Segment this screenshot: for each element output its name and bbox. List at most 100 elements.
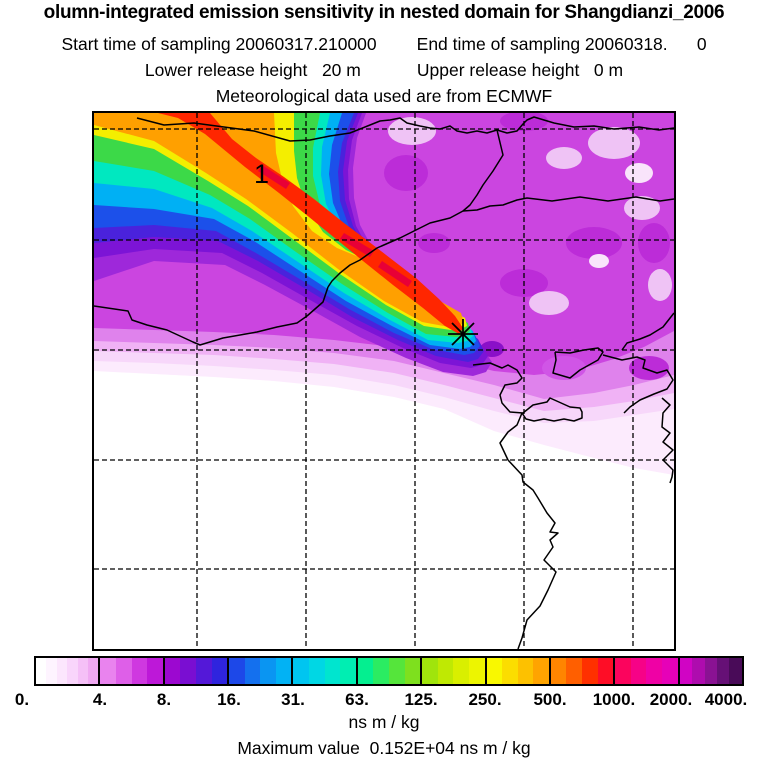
colorbar-shade (582, 658, 598, 684)
colorbar-shade (309, 658, 325, 684)
colorbar-segment (162, 658, 228, 684)
colorbar-shade (453, 658, 469, 684)
colorbar-tick-label: 500. (533, 690, 567, 709)
plume-contour-band (94, 113, 464, 327)
country-border-line (462, 196, 674, 212)
colorbar-shade (87, 658, 99, 684)
sensitivity-patch (629, 356, 669, 380)
sensitivity-patch (589, 254, 609, 268)
colorbar-shade (100, 658, 116, 684)
colorbar-shade (422, 658, 438, 684)
country-border-line (94, 286, 329, 346)
colorbar-tick-label: 31. (281, 690, 305, 709)
sensitivity-patch (566, 227, 622, 259)
colorbar-shade (704, 658, 717, 684)
country-border-line (621, 312, 674, 351)
colorbar-shade (164, 658, 181, 684)
colorbar-shade (211, 658, 228, 684)
colorbar-shade (533, 658, 549, 684)
colorbar-shade (56, 658, 68, 684)
colorbar-shade (597, 658, 614, 684)
maximum-value-text: Maximum value 0.152E+04 ns m / kg (237, 738, 531, 758)
colorbar-shade (36, 658, 47, 684)
start-time-text: Start time of sampling 20060317.210000 (61, 34, 377, 54)
release-number-label: 1 (254, 159, 269, 189)
colorbar-shade (437, 658, 454, 684)
colorbar-shade (729, 658, 742, 684)
colorbar-units-label: ns m / kg (348, 712, 420, 732)
country-border-line (602, 354, 674, 414)
lower-release-height-text: Lower release height 20 m (144, 60, 361, 80)
colorbar-tick-label: 8. (156, 690, 172, 709)
colorbar-shade (486, 658, 503, 684)
colorbar-segment (355, 658, 421, 684)
colorbar-tick-label: 2000. (649, 690, 693, 709)
colorbar-shade (180, 658, 196, 684)
colorbar-tick-label: 4000. (704, 690, 748, 709)
colorbar-segment (677, 658, 742, 684)
country-border-line (661, 397, 674, 484)
colorbar-shade (517, 658, 534, 684)
colorbar-segment (291, 658, 356, 684)
colorbar-shade (229, 658, 245, 684)
map-panel: 1 (92, 111, 676, 651)
sensitivity-patch (625, 163, 653, 183)
colorbar-shade (615, 658, 631, 684)
colorbar-tick-label: 63. (345, 690, 369, 709)
sensitivity-patch (388, 117, 436, 145)
colorbar-shade (717, 658, 730, 684)
colorbar-shade (46, 658, 57, 684)
colorbar-shade (77, 658, 88, 684)
colorbar-segment (484, 658, 549, 684)
colorbar-shade (692, 658, 705, 684)
colorbar-segment (548, 658, 614, 684)
colorbar-shade (115, 658, 132, 684)
country-border-line (472, 362, 583, 461)
figure-title: olumn-integrated emission sensitivity in… (43, 2, 725, 23)
colorbar-shade (679, 658, 693, 684)
colorbar (34, 656, 744, 686)
plume-core-streak (258, 165, 290, 189)
upper-release-height-text: Upper release height 0 m (416, 60, 624, 80)
colorbar-shade (566, 658, 583, 684)
sensitivity-patch (588, 127, 640, 159)
colorbar-shade (340, 658, 356, 684)
colorbar-tick-label: 250. (468, 690, 502, 709)
colorbar-shade (244, 658, 261, 684)
country-border-line (507, 459, 559, 649)
sensitivity-patch (384, 155, 428, 191)
sensitivity-map: 1 (94, 113, 674, 649)
colorbar-tick-label: 125. (404, 690, 438, 709)
colorbar-shade (275, 658, 292, 684)
sensitivity-patch (638, 223, 670, 263)
colorbar-shade (293, 658, 310, 684)
sensitivity-patch (529, 291, 569, 315)
colorbar-tick-label: 1000. (592, 690, 636, 709)
colorbar-shade (195, 658, 212, 684)
colorbar-shade (324, 658, 341, 684)
country-border-line (552, 347, 604, 379)
colorbar-segment (36, 658, 99, 684)
colorbar-shade (502, 658, 518, 684)
met-data-source-text: Meteorological data used are from ECMWF (215, 86, 553, 106)
colorbar-tick-label: 0. (14, 690, 30, 709)
colorbar-segment (227, 658, 292, 684)
country-border-line (136, 116, 674, 142)
colorbar-shade (662, 658, 678, 684)
release-point-marker (451, 322, 475, 346)
colorbar-segment (613, 658, 678, 684)
plume-contour-band (158, 113, 463, 334)
colorbar-shade (630, 658, 647, 684)
colorbar-tick-label: 16. (217, 690, 241, 709)
plume-core-streak (378, 261, 412, 287)
colorbar-shade (131, 658, 148, 684)
plume-core-streak (340, 233, 374, 257)
colorbar-shade (147, 658, 163, 684)
colorbar-shade (388, 658, 405, 684)
sampling-times-line: Start time of sampling 20060317.210000 En… (0, 34, 768, 55)
colorbar-shade (67, 658, 78, 684)
colorbar-shade (357, 658, 374, 684)
colorbar-shade (373, 658, 389, 684)
sensitivity-patch (648, 269, 672, 301)
